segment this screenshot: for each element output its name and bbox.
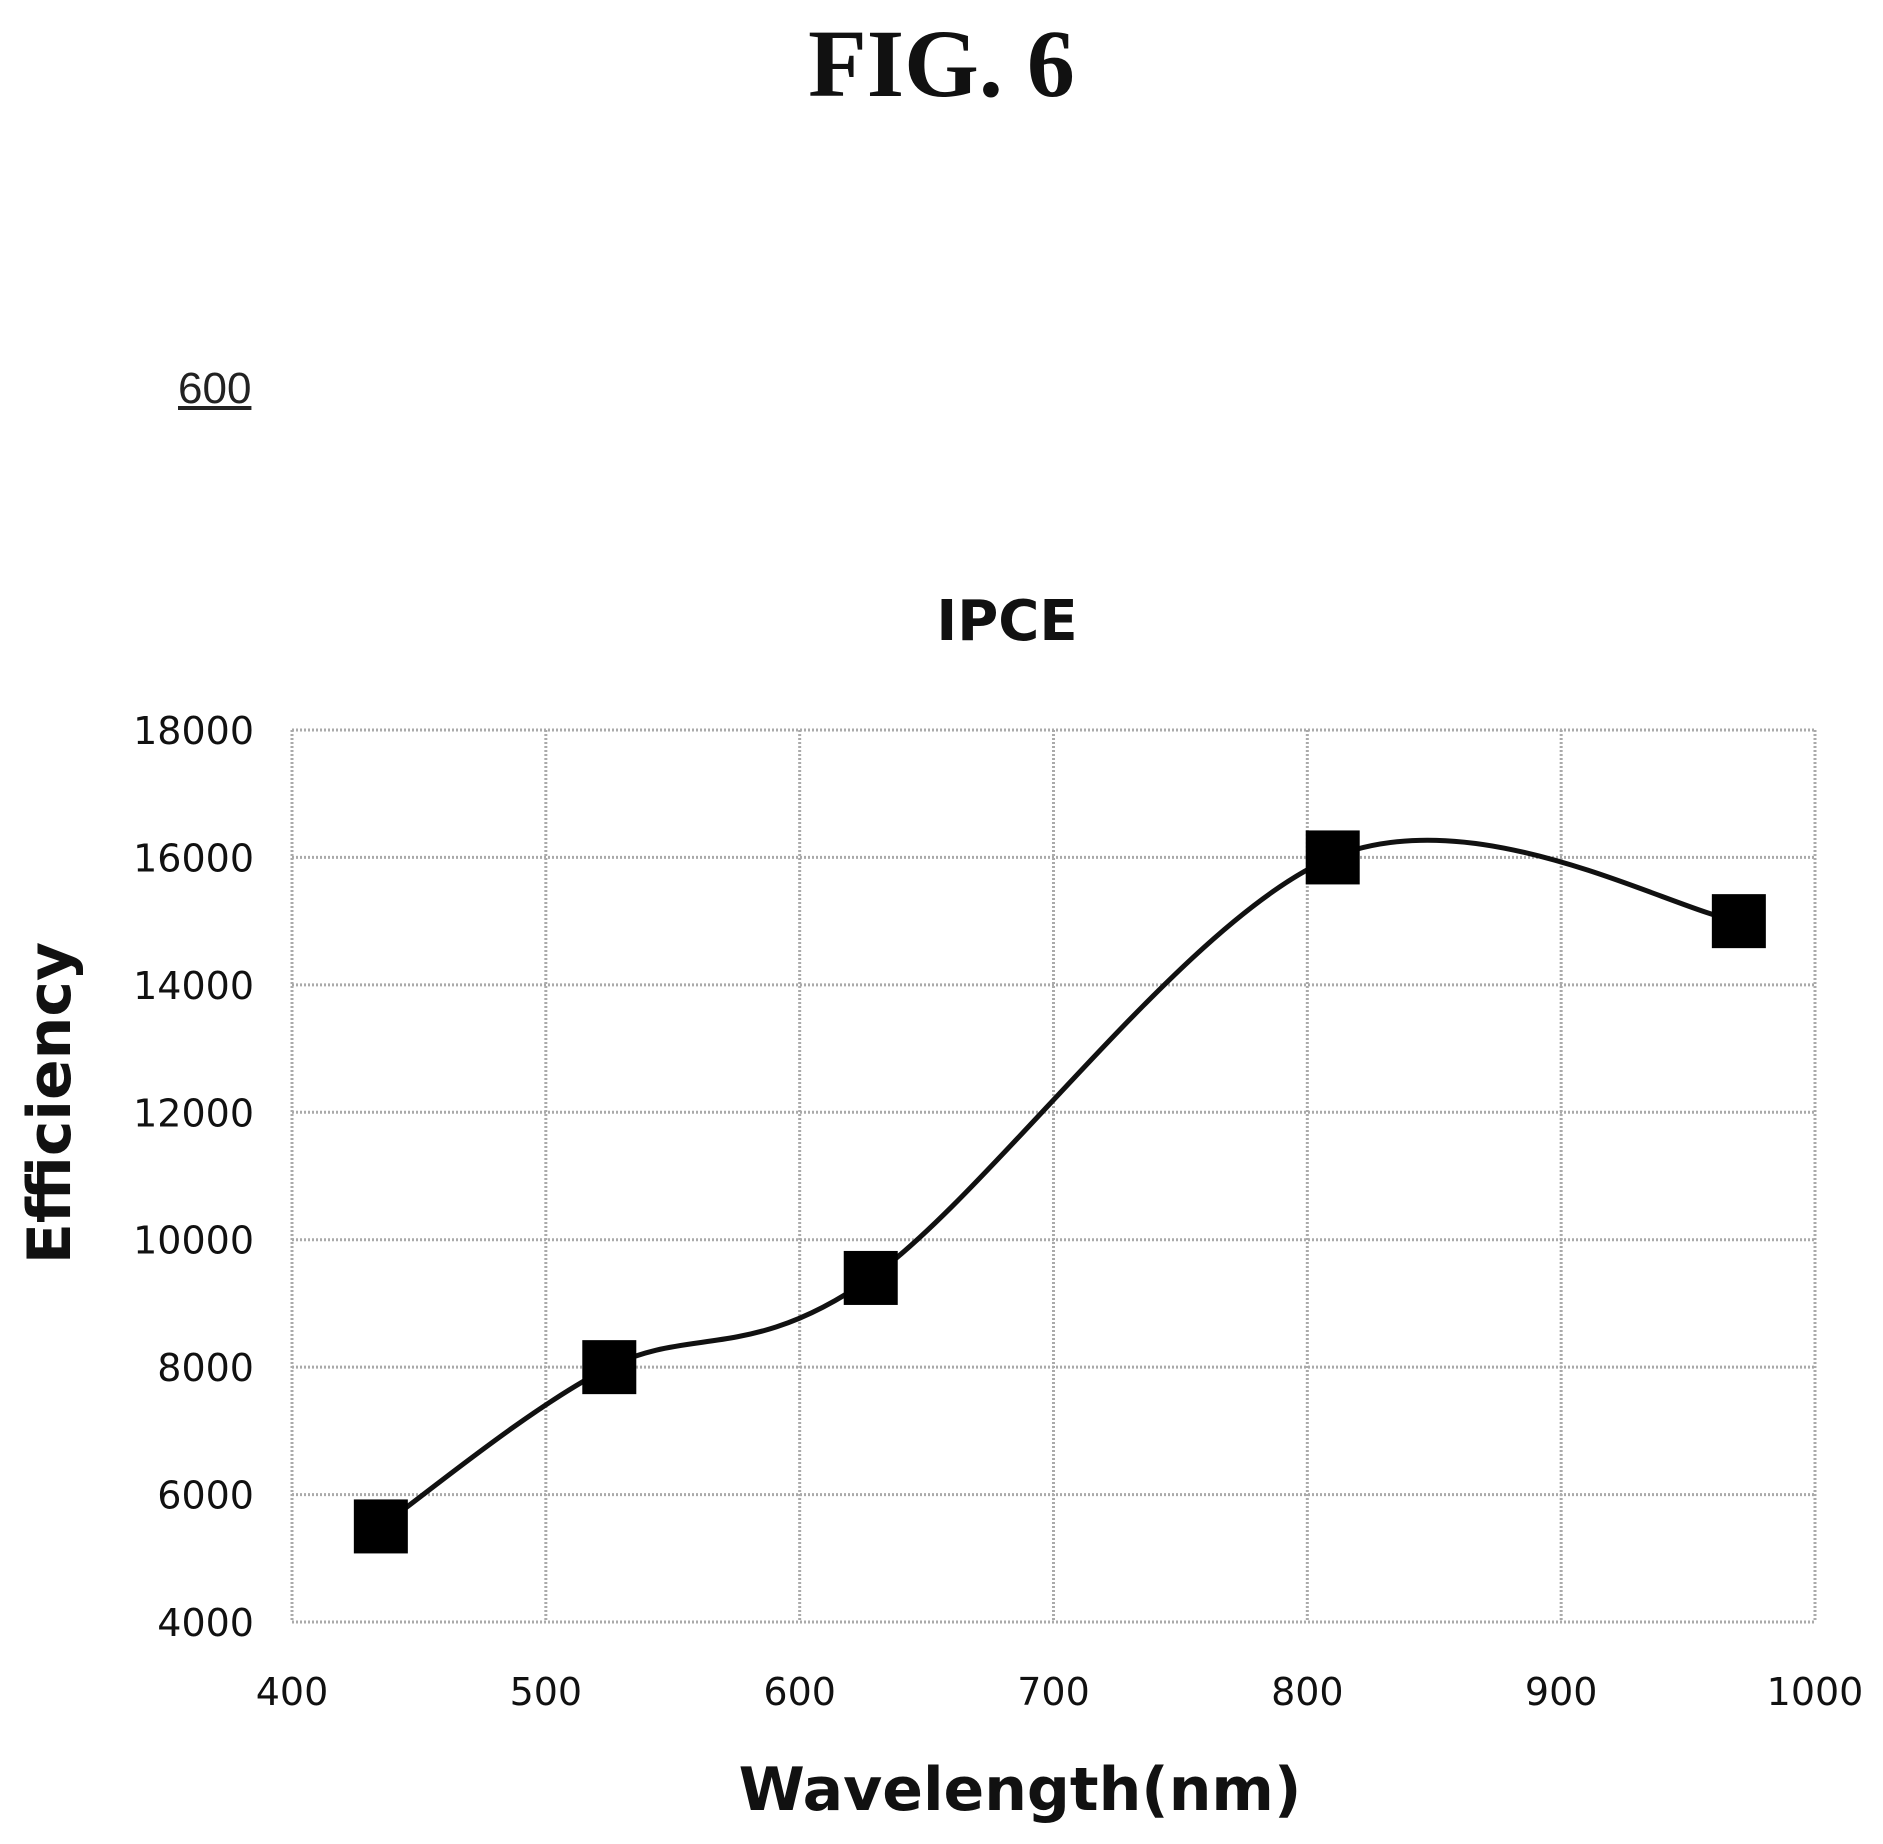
reference-numeral: 600	[178, 364, 252, 413]
y-axis-ticks: 4000 6000 8000 10000 12000 14000 16000 18000	[133, 709, 254, 1645]
y-tick-label: 4000	[157, 1601, 254, 1645]
data-point-marker	[1711, 894, 1766, 949]
y-tick-label: 18000	[133, 709, 254, 753]
x-tick-label: 500	[510, 1670, 583, 1714]
y-tick-label: 12000	[133, 1091, 254, 1135]
y-tick-label: 16000	[133, 836, 254, 880]
figure-title: FIG. 6	[808, 10, 1075, 117]
data-point-marker	[1305, 830, 1360, 885]
x-tick-label: 1000	[1767, 1670, 1864, 1714]
x-tick-label: 900	[1525, 1670, 1598, 1714]
y-tick-label: 10000	[133, 1219, 254, 1263]
data-point-marker	[843, 1250, 898, 1305]
series-line	[378, 837, 1742, 1529]
y-tick-label: 14000	[133, 964, 254, 1008]
y-tick-label: 8000	[157, 1346, 254, 1390]
x-axis-ticks: 400 500 600 700 800 900 1000	[256, 1670, 1864, 1714]
x-tick-label: 800	[1271, 1670, 1344, 1714]
chart-title: IPCE	[936, 589, 1077, 654]
grid	[290, 728, 1817, 1624]
data-point-marker	[353, 1499, 408, 1554]
data-point-marker	[582, 1340, 637, 1395]
y-axis-label: Efficiency	[15, 942, 85, 1264]
y-tick-label: 6000	[157, 1474, 254, 1518]
x-tick-label: 600	[763, 1670, 836, 1714]
x-tick-label: 400	[256, 1670, 329, 1714]
x-tick-label: 700	[1017, 1670, 1090, 1714]
data-markers	[353, 830, 1766, 1554]
x-axis-label: Wavelength(nm)	[739, 1755, 1302, 1825]
